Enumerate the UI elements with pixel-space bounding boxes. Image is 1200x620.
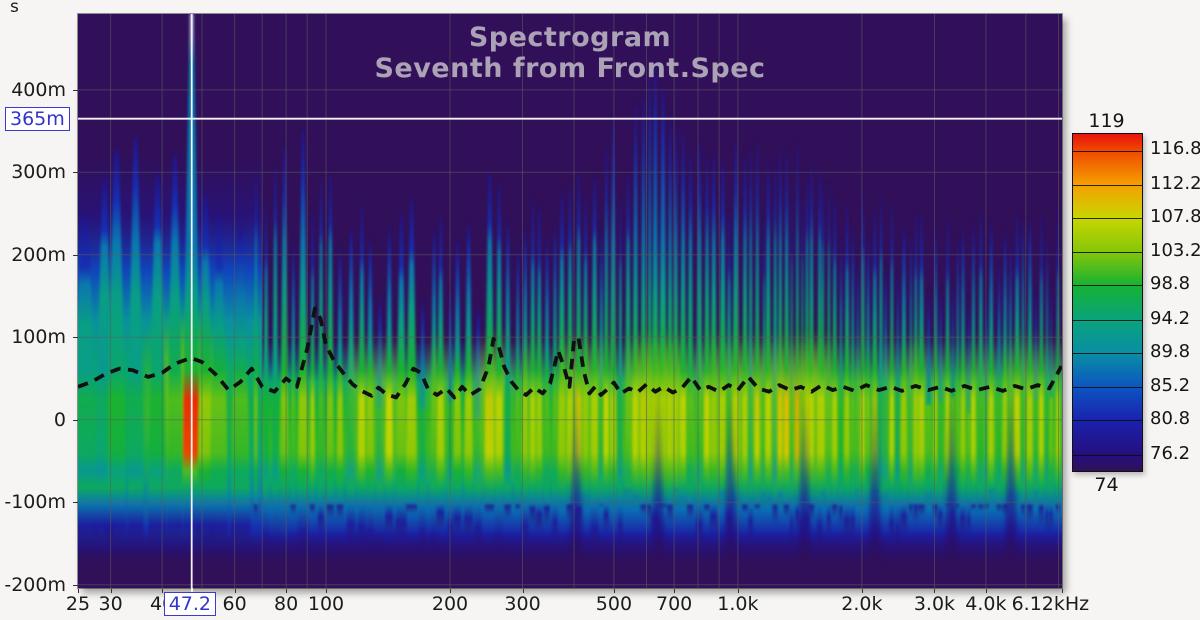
x-tick-mark <box>861 589 863 593</box>
y-tick-mark <box>73 419 78 421</box>
legend-tick-line <box>1073 387 1142 389</box>
x-tick-mark <box>286 589 288 593</box>
x-tick-mark <box>522 589 524 593</box>
x-tick-mark <box>1062 589 1063 593</box>
legend-level-label: 80.8 <box>1150 408 1191 430</box>
x-tick-mark <box>234 589 236 593</box>
x-tick-mark <box>326 589 327 593</box>
x-tick-label: 500 <box>595 593 633 615</box>
chart-title-line1: Spectrogram <box>468 22 672 53</box>
y-tick-label: 100m <box>11 326 66 349</box>
x-tick-mark <box>674 589 676 593</box>
y-tick-mark <box>73 172 78 174</box>
legend-tick-line <box>1073 252 1142 254</box>
cursor-frequency-readout: 47.2 <box>163 592 216 616</box>
legend-tick-line <box>1073 454 1142 456</box>
x-tick-label: 4.0k <box>965 593 1007 615</box>
legend-tick-line <box>1073 150 1142 152</box>
y-axis-unit: s <box>10 0 19 17</box>
chart-title-line2: Seventh from Front.Spec <box>374 53 766 84</box>
x-tick-mark <box>985 589 987 593</box>
legend-level-label: 116.8 <box>1150 138 1200 160</box>
x-tick-mark <box>613 589 615 593</box>
x-tick-mark <box>162 589 164 593</box>
legend-level-label: 89.8 <box>1150 340 1191 362</box>
y-tick-label: 300m <box>11 161 66 184</box>
x-tick-label: 1.0k <box>717 593 759 615</box>
y-tick-mark <box>73 584 78 586</box>
legend-tick-line <box>1073 217 1142 219</box>
x-tick-mark <box>78 589 79 593</box>
spectrogram-plot-area[interactable]: Spectrogram Seventh from Front.Spec <box>77 13 1063 589</box>
legend-min-label: 74 <box>1094 474 1119 496</box>
y-tick-label: 400m <box>11 78 66 101</box>
legend-level-label: 85.2 <box>1150 375 1191 397</box>
legend-level-label: 98.8 <box>1150 273 1191 295</box>
chart-title: Spectrogram Seventh from Front.Spec <box>78 22 1062 84</box>
x-tick-mark <box>737 589 739 593</box>
legend-level-label: 112.2 <box>1150 172 1200 194</box>
x-tick-label: 25 <box>65 593 91 615</box>
cursor-time-readout: 365m <box>5 106 70 131</box>
x-tick-mark <box>934 589 936 593</box>
legend-max-label: 119 <box>1088 110 1125 132</box>
legend-gradient-bar <box>1072 133 1143 472</box>
y-tick-mark <box>73 89 78 91</box>
x-tick-label: 30 <box>98 593 123 615</box>
y-tick-label: 200m <box>11 243 66 266</box>
spectrogram-heatmap[interactable] <box>78 14 1062 588</box>
group-delay-dashed-line <box>78 306 1062 400</box>
legend-tick-line <box>1073 420 1142 422</box>
y-tick-label: 0 <box>53 408 66 431</box>
x-tick-label: 200 <box>431 593 469 615</box>
x-tick-label: 3.0k <box>913 593 956 615</box>
legend-tick-line <box>1073 319 1142 321</box>
y-tick-mark <box>73 337 78 339</box>
x-tick-mark <box>450 589 451 593</box>
legend-tick-line <box>1073 352 1142 354</box>
x-tick-label: 100 <box>307 593 345 615</box>
legend-level-label: 94.2 <box>1150 307 1191 329</box>
y-tick-label: -100m <box>4 491 66 514</box>
legend-tick-line <box>1073 285 1142 287</box>
legend-level-label: 107.8 <box>1150 205 1200 227</box>
plot-overlay <box>78 14 1062 588</box>
legend-level-label: 103.2 <box>1150 240 1200 262</box>
y-tick-mark <box>73 502 78 504</box>
x-tick-label: 2.0k <box>841 593 883 615</box>
legend-level-label: 76.2 <box>1150 442 1191 464</box>
cursor-axis-tick <box>190 588 193 593</box>
x-tick-label: 60 <box>222 593 247 615</box>
x-tick-mark <box>110 589 112 593</box>
y-tick-mark <box>73 254 78 256</box>
x-tick-label: 700 <box>655 593 693 615</box>
legend-tick-line <box>1073 184 1142 186</box>
x-tick-label: 6.12kHz <box>1011 593 1090 615</box>
x-tick-label: 80 <box>273 593 299 615</box>
x-tick-label: 300 <box>504 593 541 615</box>
y-tick-label: -200m <box>4 573 66 596</box>
